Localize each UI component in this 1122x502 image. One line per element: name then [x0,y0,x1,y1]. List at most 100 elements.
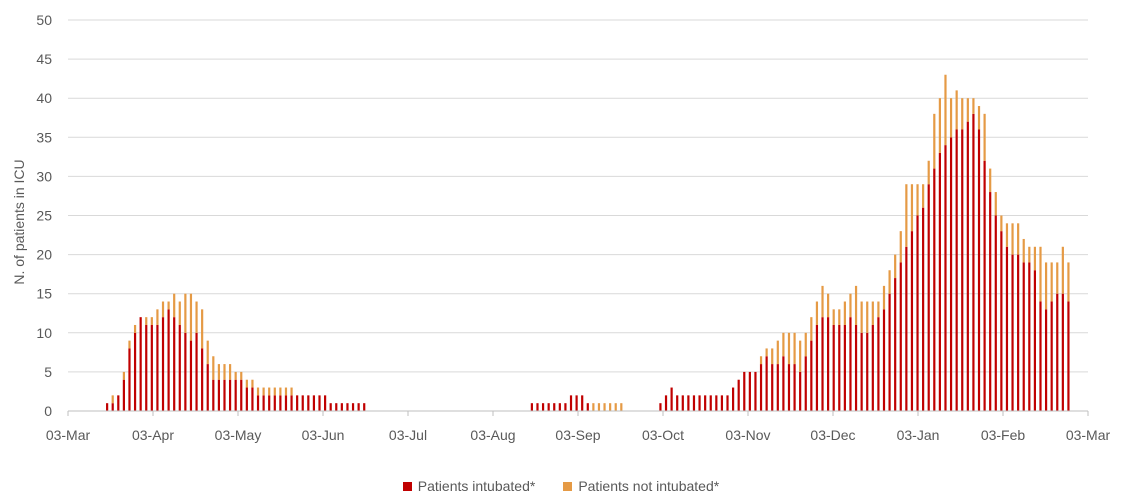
bar-intubated-2020-12-12 [860,332,863,411]
bar-not-intubated-2020-04-18 [195,301,198,333]
bar-not-intubated-2020-12-08 [849,293,852,318]
bar-not-intubated-2020-11-24 [810,317,813,341]
bar-intubated-2020-05-14 [268,395,271,411]
bar-intubated-2020-05-26 [301,395,304,411]
bar-intubated-2020-12-02 [832,324,835,411]
bar-intubated-2020-10-17 [704,395,707,411]
bar-not-intubated-2020-12-18 [877,301,880,318]
y-tick-label-45: 45 [36,51,52,67]
bar-intubated-2020-04-10 [173,317,176,411]
bar-not-intubated-2020-11-20 [799,340,802,372]
bar-intubated-2020-10-03 [664,395,668,411]
bar-intubated-2020-04-12 [178,324,181,411]
y-axis-title: N. of patients in ICU [11,159,27,284]
bar-intubated-2020-03-31 [145,324,148,411]
bar-intubated-2020-04-20 [201,348,204,411]
bar-intubated-2020-12-24 [894,278,897,411]
bar-not-intubated-2020-12-02 [832,309,835,325]
bar-intubated-2020-10-25 [726,395,729,411]
bar-not-intubated-2021-01-17 [961,98,964,130]
bar-intubated-2020-08-22 [547,403,550,411]
x-tick-label-4: 03-Jul [389,427,427,443]
gridlines [68,19,1088,373]
x-tick-label-6: 03-Sep [555,427,600,443]
bar-intubated-2020-04-26 [217,379,221,411]
bar-intubated-2020-10-27 [731,387,735,411]
bar-not-intubated-2021-02-08 [1022,238,1025,263]
bar-intubated-2020-03-27 [133,332,137,411]
bar-intubated-2020-10-07 [676,395,679,411]
bar-not-intubated-2021-01-05 [927,160,930,185]
x-tick-label-2: 03-May [215,427,262,443]
y-tick-label-0: 0 [44,403,52,419]
bar-not-intubated-2020-12-20 [882,285,886,310]
bar-not-intubated-2020-04-20 [201,309,204,349]
bar-intubated-2020-05-16 [273,395,276,411]
bar-not-intubated-2020-04-28 [223,364,226,380]
bar-intubated-2021-01-01 [916,215,919,411]
y-tick-label-15: 15 [36,286,52,302]
bar-intubated-2021-02-06 [1017,254,1020,411]
bar-not-intubated-2020-09-09 [597,403,601,411]
bar-not-intubated-2020-05-16 [273,387,276,396]
bar-not-intubated-2020-04-10 [173,293,176,318]
bar-not-intubated-2020-04-24 [212,356,215,380]
bar-not-intubated-2020-05-04 [240,371,243,380]
bar-intubated-2021-02-20 [1056,293,1059,411]
x-tick-label-3: 03-Jun [302,427,345,443]
bar-intubated-2020-05-18 [279,395,282,411]
bar-not-intubated-2021-02-20 [1056,262,1059,294]
legend-item-not-intubated: Patients not intubated* [563,478,719,494]
bar-intubated-2020-05-04 [240,379,243,411]
bar-intubated-2020-11-06 [759,364,763,411]
bar-intubated-2020-11-14 [782,356,785,411]
bar-not-intubated-2021-02-10 [1028,246,1031,263]
y-tick-label-30: 30 [36,168,52,184]
bars [106,74,1070,412]
bar-intubated-2021-02-02 [1005,246,1009,411]
bar-not-intubated-2020-04-22 [206,340,209,365]
bar-intubated-2021-02-10 [1028,262,1031,411]
bar-intubated-2020-06-01 [318,395,321,411]
y-tick-label-25: 25 [36,208,52,224]
bar-intubated-2020-04-18 [195,332,198,411]
bar-not-intubated-2021-01-11 [944,74,947,146]
bar-intubated-2021-02-12 [1033,270,1037,411]
bar-intubated-2021-02-22 [1061,293,1064,411]
y-tick-label-50: 50 [36,12,52,28]
bar-not-intubated-2020-05-10 [256,387,260,396]
bar-not-intubated-2021-02-24 [1067,262,1070,302]
bar-not-intubated-2020-05-20 [284,387,288,396]
bar-not-intubated-2020-09-07 [592,403,595,411]
bar-intubated-2020-12-26 [899,262,902,411]
bar-not-intubated-2020-05-14 [268,387,271,396]
bar-not-intubated-2021-01-25 [983,113,986,161]
bar-intubated-2020-05-30 [312,395,316,411]
bar-not-intubated-2021-01-23 [977,106,981,130]
bar-not-intubated-2020-12-26 [899,231,902,263]
bar-not-intubated-2020-04-06 [161,301,165,318]
bar-intubated-2020-12-20 [882,309,886,411]
bar-not-intubated-2020-04-14 [184,293,187,333]
bar-intubated-2021-01-27 [989,192,992,411]
bar-intubated-2021-01-15 [955,129,958,412]
bar-intubated-2021-01-21 [972,113,975,411]
chart-plot: 0 5 10 15 20 25 30 35 40 45 50 03-Mar 03-Apr 03-May 03… [11,12,1111,443]
bar-not-intubated-2021-01-31 [1000,215,1003,232]
bar-intubated-2020-12-10 [854,324,858,411]
bar-intubated-2020-04-28 [223,379,226,411]
x-tick-label-9: 03-Dec [810,427,855,443]
bar-intubated-2020-11-02 [748,371,751,411]
bar-intubated-2021-02-16 [1044,309,1048,411]
bar-intubated-2020-10-23 [720,395,724,411]
bar-not-intubated-2020-11-10 [771,348,774,365]
bar-intubated-2020-12-28 [905,246,908,411]
bar-not-intubated-2021-02-02 [1005,223,1009,247]
bar-intubated-2020-04-06 [161,317,165,411]
bar-not-intubated-2021-02-16 [1044,262,1048,310]
bar-not-intubated-2020-05-08 [251,379,254,388]
y-tick-label-10: 10 [36,325,52,341]
axes: 0 5 10 15 20 25 30 35 40 45 50 03-Mar 03-Apr 03-May 03… [36,12,1110,443]
bar-not-intubated-2021-02-14 [1039,246,1042,302]
y-tick-label-20: 20 [36,247,52,263]
